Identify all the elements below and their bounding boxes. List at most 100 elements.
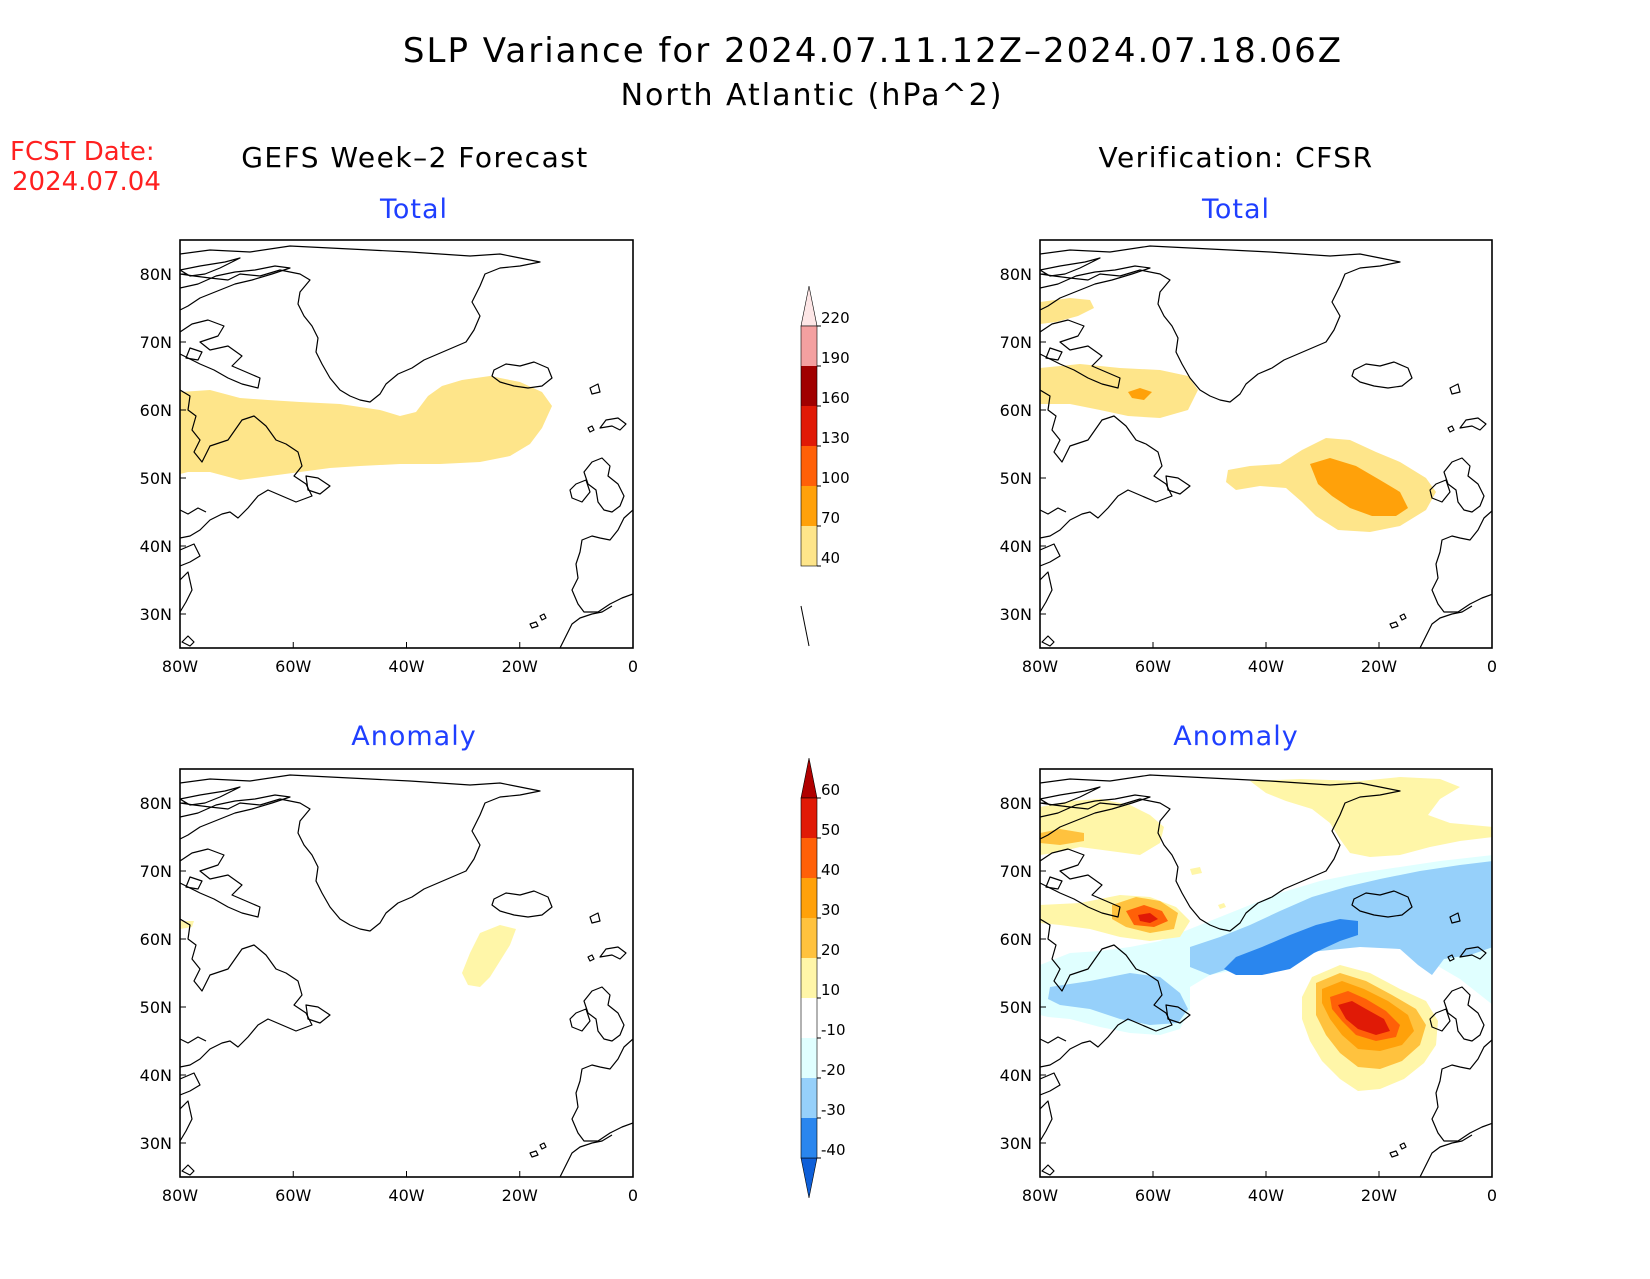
lat-tick-label: 50N — [140, 469, 172, 488]
map-panel-cfsr-total — [1039, 239, 1493, 649]
colorbar-level-label: 40 — [821, 549, 840, 567]
column-title-cfsr: Verification: CFSR — [1098, 141, 1373, 174]
colorbar-level-label: 160 — [821, 389, 850, 407]
lat-tick-label: 30N — [140, 605, 172, 624]
colorbar-level-label: 60 — [821, 781, 840, 799]
lat-tick-label: 40N — [1000, 1066, 1032, 1085]
colorbar-swatch — [801, 446, 817, 486]
lon-tick-label: 80W — [1022, 657, 1058, 676]
lat-tick-label: 80N — [140, 794, 172, 813]
colorbar-level-label: 50 — [821, 821, 840, 839]
colorbar-swatch — [801, 326, 817, 366]
shade-50-60 — [1338, 1001, 1390, 1035]
shade-minus20-minus30 — [1048, 973, 1188, 1025]
colorbar-swatch — [801, 878, 817, 918]
lat-tick-label: 50N — [140, 998, 172, 1017]
lon-tick-label: 60W — [1135, 657, 1171, 676]
forecast-date-label: FCST Date: — [10, 137, 155, 167]
colorbar-level-label: 30 — [821, 901, 840, 919]
shade-10-20 — [1218, 903, 1226, 909]
shade-10-20 — [180, 921, 194, 929]
lon-tick-label: 20W — [502, 657, 538, 676]
colorbar-level-label: -40 — [821, 1141, 846, 1159]
lon-tick-label: 80W — [162, 657, 198, 676]
lat-tick-label: 70N — [1000, 862, 1032, 881]
lon-tick-label: 40W — [388, 657, 424, 676]
lat-tick-label: 40N — [140, 1066, 172, 1085]
colorbar-anomaly: -40 -30 -20 -10 10 20 30 40 50 60 — [800, 757, 846, 1199]
lat-tick-label: 50N — [1000, 469, 1032, 488]
colorbar-tail — [800, 605, 810, 647]
colorbar-level-label: -10 — [821, 1021, 846, 1039]
shade-40-70 — [1040, 298, 1094, 324]
shade-10-20 — [1250, 777, 1492, 857]
colorbar-swatch — [801, 1118, 817, 1158]
lon-tick-label: 40W — [1248, 1186, 1284, 1205]
forecast-date-value: 2024.07.04 — [12, 167, 161, 197]
shade-10-20 — [462, 925, 516, 987]
colorbar-level-label: 70 — [821, 509, 840, 527]
colorbar-swatch — [801, 918, 817, 958]
lat-tick-label: 30N — [1000, 605, 1032, 624]
shade-40-70 — [180, 376, 552, 480]
lat-tick-label: 60N — [140, 930, 172, 949]
lon-tick-label: 40W — [388, 1186, 424, 1205]
shade-40-70 — [1040, 364, 1198, 418]
map-frame — [1039, 239, 1493, 649]
lat-tick-label: 80N — [140, 265, 172, 284]
lon-tick-label: 60W — [275, 1186, 311, 1205]
lat-tick-label: 60N — [1000, 930, 1032, 949]
colorbar-swatch — [801, 486, 817, 526]
map-panel-cfsr-anomaly — [1039, 768, 1493, 1178]
lat-tick-label: 70N — [140, 862, 172, 881]
lon-tick-label: 0 — [1487, 1186, 1497, 1205]
panel-title-gefs-total: Total — [379, 194, 448, 225]
shade-70-100 — [1128, 388, 1152, 400]
panel-title-gefs-anomaly: Anomaly — [351, 721, 476, 752]
colorbar-swatch — [801, 838, 817, 878]
colorbar-swatch — [801, 958, 817, 998]
lat-tick-label: 60N — [1000, 401, 1032, 420]
map-panel-gefs-anomaly — [179, 768, 634, 1178]
colorbar-top-arrow — [800, 285, 818, 327]
shade-minus30-minus40 — [1224, 919, 1358, 975]
colorbar-level-label: 40 — [821, 861, 840, 879]
lon-tick-label: 80W — [162, 1186, 198, 1205]
lon-tick-label: 20W — [502, 1186, 538, 1205]
colorbar-level-label: 220 — [821, 309, 850, 327]
colorbar-swatch — [801, 1078, 817, 1118]
lon-tick-label: 20W — [1361, 657, 1397, 676]
figure-subtitle: North Atlantic (hPa^2) — [621, 78, 1004, 113]
shade-10-20 — [1190, 867, 1202, 875]
panel-title-cfsr-anomaly: Anomaly — [1173, 721, 1298, 752]
lat-tick-label: 70N — [140, 333, 172, 352]
lat-tick-label: 80N — [1000, 265, 1032, 284]
colorbar-swatch — [801, 406, 817, 446]
colorbar-level-label: -30 — [821, 1101, 846, 1119]
lon-tick-label: 60W — [1135, 1186, 1171, 1205]
colorbar-level-label: -20 — [821, 1061, 846, 1079]
colorbar-swatch — [801, 1038, 817, 1078]
lat-tick-label: 30N — [140, 1134, 172, 1153]
colorbar-swatch — [801, 798, 817, 838]
lat-tick-label: 40N — [140, 537, 172, 556]
map-frame — [179, 768, 634, 1178]
lon-tick-label: 60W — [275, 657, 311, 676]
lon-tick-label: 20W — [1361, 1186, 1397, 1205]
shade-70-100 — [1310, 458, 1408, 516]
colorbar-swatch — [801, 526, 817, 566]
colorbar-swatch — [801, 998, 817, 1038]
shade-10-20 — [1040, 799, 1164, 855]
lat-tick-label: 50N — [1000, 998, 1032, 1017]
lon-tick-label: 0 — [628, 1186, 638, 1205]
lat-tick-label: 30N — [1000, 1134, 1032, 1153]
lat-tick-label: 80N — [1000, 794, 1032, 813]
axis-ticks: 80W 60W 40W 20W 0 80N 70N 60N 50N 40N 30N 80W 60W 40W… — [140, 265, 1497, 1205]
lon-tick-label: 40W — [1248, 657, 1284, 676]
colorbar-level-label: 190 — [821, 349, 850, 367]
colorbar-level-label: 20 — [821, 941, 840, 959]
colorbar-bottom-arrow — [800, 1157, 818, 1199]
colorbar-top-arrow — [800, 757, 818, 799]
lat-tick-label: 70N — [1000, 333, 1032, 352]
